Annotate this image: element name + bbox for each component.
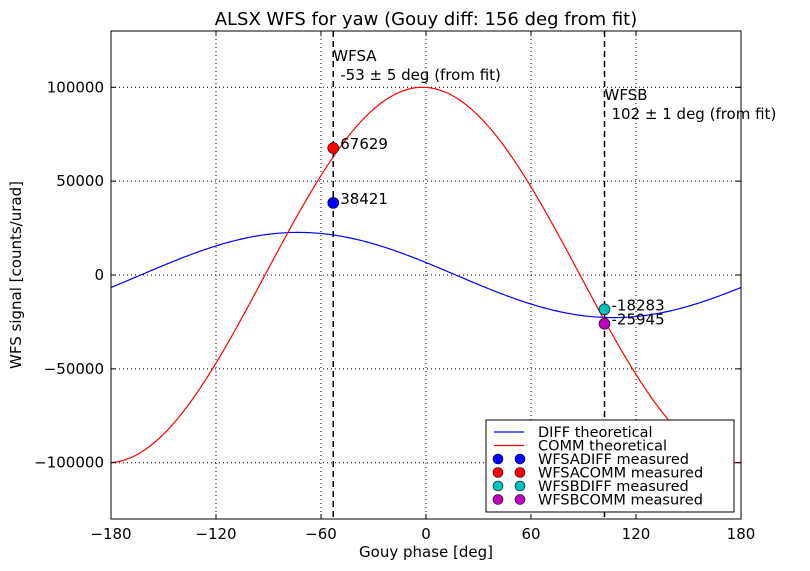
vline-sublabel: 102 ± 1 deg (from fit): [612, 105, 777, 123]
y-tick-label: 100000: [47, 78, 104, 96]
legend-marker: [492, 480, 504, 492]
x-tick-label: 180: [727, 525, 756, 543]
legend-entry: DIFF theoretical: [538, 425, 653, 441]
chart-title: ALSX WFS for yaw (Gouy diff: 156 deg fro…: [215, 9, 638, 30]
legend-entry: WFSBDIFF measured: [538, 479, 689, 495]
legend-entry: COMM theoretical: [538, 439, 667, 455]
data-point-wfsacomm-measured: [327, 142, 340, 154]
data-point-wfsadiff-measured: [327, 197, 340, 209]
data-label: 67629: [340, 135, 388, 153]
legend-marker: [514, 453, 526, 465]
legend-marker: [514, 467, 526, 478]
y-tick-label: 50000: [56, 172, 104, 190]
y-axis-label: WFS signal [counts/urad]: [7, 181, 25, 369]
series-line-diff-theoretical: [111, 231, 741, 319]
y-tick-label: 0: [94, 266, 104, 284]
legend-entry: WFSADIFF measured: [538, 452, 689, 468]
vline-label: WFSB: [605, 86, 648, 104]
vline-label: WFSA: [333, 47, 377, 65]
y-tick-label: −50000: [44, 360, 104, 378]
y-tick-label: −100000: [34, 454, 104, 472]
x-tick-label: 120: [622, 525, 651, 543]
x-tick-label: 0: [421, 525, 431, 543]
legend-marker: [514, 494, 526, 505]
data-label: 38421: [340, 190, 388, 208]
x-axis-label: Gouy phase [deg]: [359, 543, 493, 561]
x-tick-label: −60: [305, 525, 337, 543]
legend-box: [485, 419, 735, 513]
data-label: -18283: [612, 296, 665, 314]
x-tick-label: −180: [90, 525, 131, 543]
x-tick-label: −120: [195, 525, 236, 543]
data-point-wfsbdiff-measured: [598, 303, 611, 316]
legend-marker: [492, 494, 504, 505]
data-point-wfsbcomm-measured: [598, 317, 611, 330]
x-tick-label: 60: [521, 525, 540, 543]
legend-marker: [492, 467, 504, 478]
axis-ticks: −180 −120 −60 0 60 120 180 −100000 −50000 0 50000 1…: [34, 31, 755, 543]
data-label: -25945: [612, 311, 665, 329]
curves: [111, 86, 741, 464]
measured-points: 38421 67629 -18283-25945: [327, 135, 665, 330]
vline-sublabel: -53 ± 5 deg (from fit): [340, 66, 501, 84]
series-line-comm-theoretical: [111, 86, 741, 464]
legend-entry: WFSBCOMM measured: [538, 493, 703, 509]
legend-marker: [492, 453, 504, 465]
legend-entry: WFSACOMM measured: [538, 466, 703, 482]
legend-marker: [514, 480, 526, 492]
